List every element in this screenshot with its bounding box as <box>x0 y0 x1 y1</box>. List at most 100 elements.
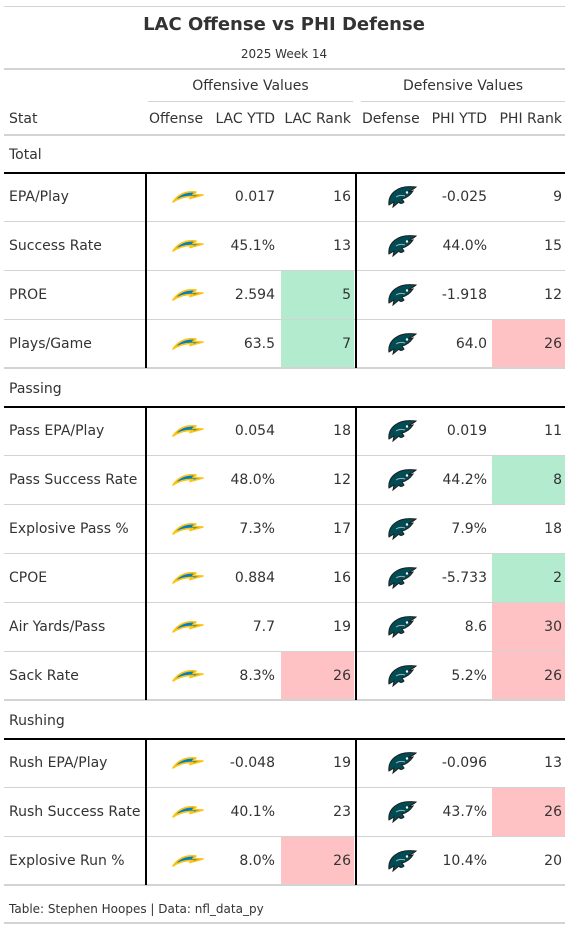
lac-ytd-value: 0.017 <box>234 189 275 205</box>
stat-label: Plays/Game <box>9 336 92 352</box>
phi-ytd-value: 64.0 <box>455 336 487 352</box>
stat-label: Pass Success Rate <box>9 472 138 488</box>
phi-ytd-value: -0.025 <box>441 189 487 205</box>
col-stat: Stat <box>9 111 38 127</box>
eagles-head-icon <box>387 566 418 590</box>
group-rule <box>4 172 565 174</box>
col-phi-rank: PHI Rank <box>499 111 562 127</box>
section-divider <box>145 172 147 368</box>
source-note: Table: Stephen Hoopes | Data: nfl_data_p… <box>9 902 264 916</box>
lac-rank-value: 26 <box>281 837 354 885</box>
chargers-bolt-icon <box>172 753 204 773</box>
chargers-bolt-icon <box>172 617 204 637</box>
stat-label: Air Yards/Pass <box>9 619 106 635</box>
row-separator <box>4 651 565 652</box>
chargers-bolt-icon <box>172 187 204 207</box>
eagles-head-icon <box>387 234 418 258</box>
table-row: Explosive Run % 8.0% 26 10.4% 20 <box>0 837 568 886</box>
section-divider <box>355 738 357 885</box>
phi-rank-value: 12 <box>544 287 562 303</box>
row-separator <box>4 787 565 788</box>
phi-rank-value: 26 <box>492 788 565 836</box>
phi-rank-value: 11 <box>544 423 562 439</box>
eagles-head-icon <box>387 185 418 209</box>
table-row: Rush EPA/Play -0.048 19 -0.096 13 <box>0 739 568 788</box>
lac-ytd-value: 45.1% <box>230 238 275 254</box>
defensive-spanner-rule <box>361 101 565 102</box>
table-row: Explosive Pass % 7.3% 17 7.9% 18 <box>0 505 568 554</box>
phi-rank-value: 15 <box>544 238 562 254</box>
section-divider <box>145 738 147 885</box>
table-row: Rush Success Rate 40.1% 23 43.7% 26 <box>0 788 568 837</box>
chargers-bolt-icon <box>172 851 204 871</box>
eagles-head-icon <box>387 517 418 541</box>
chargers-bolt-icon <box>172 519 204 539</box>
stat-label: Success Rate <box>9 238 102 254</box>
phi-ytd-value: 44.0% <box>442 238 487 254</box>
lac-ytd-value: 8.3% <box>239 668 275 684</box>
eagles-head-icon <box>387 664 418 688</box>
row-separator <box>4 221 565 222</box>
stat-label: CPOE <box>9 570 48 586</box>
table-row: EPA/Play 0.017 16 -0.025 9 <box>0 173 568 222</box>
phi-ytd-value: -1.918 <box>441 287 487 303</box>
table-subtitle: 2025 Week 14 <box>240 47 328 61</box>
phi-ytd-value: 44.2% <box>442 472 487 488</box>
table-row: Success Rate 45.1% 13 44.0% 15 <box>0 222 568 271</box>
chargers-bolt-icon <box>172 334 204 354</box>
table-row: Sack Rate 8.3% 26 5.2% 26 <box>0 652 568 701</box>
phi-ytd-value: 8.6 <box>464 619 487 635</box>
group-rule <box>4 406 565 408</box>
phi-ytd-value: 7.9% <box>451 521 487 537</box>
table-row: Pass EPA/Play 0.054 18 0.019 11 <box>0 407 568 456</box>
chargers-bolt-icon <box>172 666 204 686</box>
group-rule <box>4 738 565 740</box>
phi-ytd-value: 5.2% <box>451 668 487 684</box>
group-label-total: Total <box>9 147 42 163</box>
section-divider <box>355 172 357 368</box>
row-separator <box>4 367 565 369</box>
row-separator <box>4 553 565 554</box>
row-separator <box>4 504 565 505</box>
chargers-bolt-icon <box>172 470 204 490</box>
lac-rank-value: 26 <box>281 652 354 700</box>
eagles-head-icon <box>387 849 418 873</box>
lac-ytd-value: 8.0% <box>239 853 275 869</box>
chargers-bolt-icon <box>172 421 204 441</box>
eagles-head-icon <box>387 800 418 824</box>
row-separator <box>4 884 565 886</box>
chargers-bolt-icon <box>172 285 204 305</box>
group-label-rushing: Rushing <box>9 713 65 729</box>
phi-ytd-value: -0.096 <box>441 755 487 771</box>
stat-label: Rush Success Rate <box>9 804 141 820</box>
lac-rank-value: 5 <box>281 271 354 319</box>
lac-rank-value: 12 <box>333 472 351 488</box>
lac-ytd-value: 0.884 <box>234 570 275 586</box>
col-defense: Defense <box>362 111 420 127</box>
col-offense: Offense <box>149 111 204 127</box>
eagles-head-icon <box>387 615 418 639</box>
top-rule <box>4 6 565 7</box>
lac-ytd-value: 63.5 <box>243 336 275 352</box>
phi-rank-value: 2 <box>492 554 565 602</box>
header-rule <box>4 68 565 70</box>
phi-ytd-value: 43.7% <box>442 804 487 820</box>
row-separator <box>4 319 565 320</box>
lac-rank-value: 19 <box>333 619 351 635</box>
lac-rank-value: 17 <box>333 521 351 537</box>
eagles-head-icon <box>387 332 418 356</box>
col-lac-rank: LAC Rank <box>284 111 351 127</box>
lac-rank-value: 13 <box>333 238 351 254</box>
defensive-values-spanner: Defensive Values <box>402 78 524 94</box>
stat-label: Rush EPA/Play <box>9 755 108 771</box>
row-separator <box>4 836 565 837</box>
col-phi-ytd: PHI YTD <box>431 111 487 127</box>
phi-rank-value: 13 <box>544 755 562 771</box>
lac-ytd-value: 7.7 <box>252 619 275 635</box>
column-header-rule <box>4 134 565 136</box>
lac-rank-value: 16 <box>333 570 351 586</box>
row-separator <box>4 699 565 701</box>
lac-rank-value: 7 <box>281 320 354 368</box>
row-separator <box>4 602 565 603</box>
section-divider <box>355 406 357 700</box>
